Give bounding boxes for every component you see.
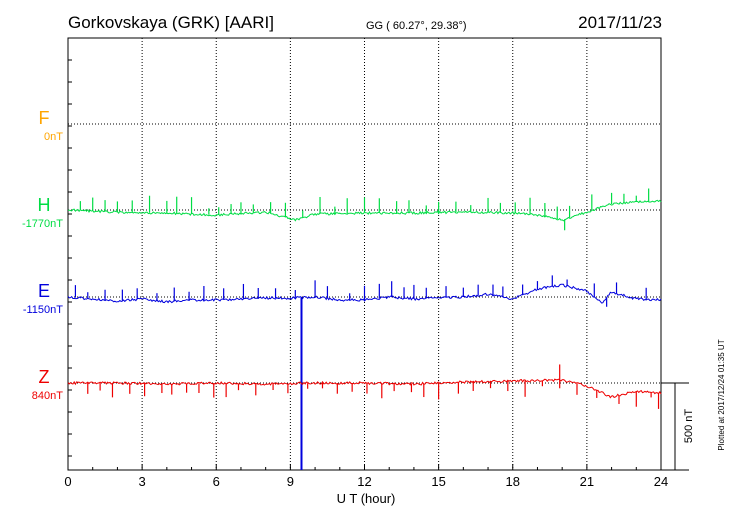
series-name-h: H: [38, 195, 51, 215]
plotted-timestamp: Plotted at 2017/12/24 01:35 UT: [717, 339, 726, 450]
x-tick-label: 6: [213, 474, 220, 489]
x-tick-label: 18: [506, 474, 520, 489]
x-tick-label: 12: [357, 474, 371, 489]
x-tick-label: 3: [139, 474, 146, 489]
x-tick-label: 9: [287, 474, 294, 489]
plot-date: 2017/11/23: [578, 13, 662, 32]
x-tick-label: 24: [654, 474, 668, 489]
series-name-e: E: [38, 281, 50, 301]
station-coords: GG ( 60.27°, 29.38°): [366, 20, 467, 32]
series-baseline-f: 0nT: [44, 131, 63, 143]
series-baseline-h: -1770nT: [22, 218, 63, 230]
series-name-f: F: [39, 108, 50, 128]
station-title: Gorkovskaya (GRK) [AARI]: [68, 13, 274, 32]
x-tick-label: 0: [64, 474, 71, 489]
scale-bar-label: 500 nT: [683, 409, 695, 444]
series-name-z: Z: [39, 367, 50, 387]
trace-z: [67, 378, 662, 399]
x-tick-label: 15: [431, 474, 445, 489]
series-baseline-e: -1150nT: [23, 304, 63, 316]
x-tick-label: 21: [580, 474, 594, 489]
x-axis-label: U T (hour): [337, 491, 396, 506]
trace-e: [67, 283, 662, 304]
series-baseline-z: 840nT: [32, 390, 63, 402]
